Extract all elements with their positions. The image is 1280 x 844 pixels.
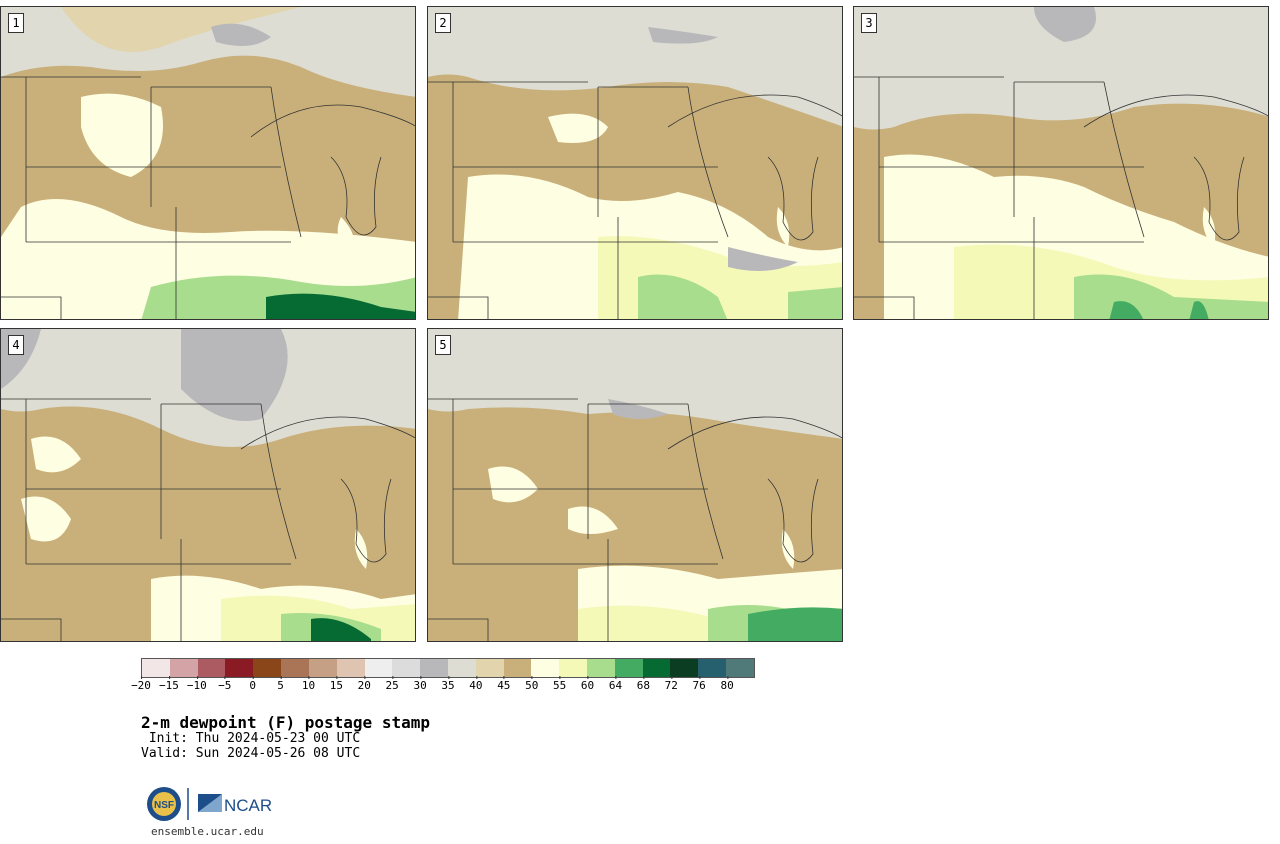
map-field	[428, 7, 842, 319]
member-panel-1: 1	[0, 6, 416, 320]
colorbar-tick-label: 20	[357, 676, 371, 692]
colorbar-segment	[642, 659, 671, 677]
panel-number: 4	[8, 335, 24, 355]
colorbar-segment	[559, 659, 587, 677]
nsf-ncar-logo: NSF NCAR	[146, 786, 276, 822]
colorbar-segment	[142, 659, 170, 677]
map-field	[428, 329, 842, 641]
member-panel-4: 4	[0, 328, 416, 642]
colorbar	[141, 658, 755, 678]
panel-number: 1	[8, 13, 24, 33]
panel-number: 2	[435, 13, 451, 33]
init-time: Init: Thu 2024-05-23 00 UTC	[141, 731, 361, 746]
site-url: ensemble.ucar.edu	[151, 825, 264, 838]
colorbar-segment	[392, 659, 421, 677]
colorbar-tick-label: −15	[158, 676, 179, 692]
colorbar-segment	[336, 659, 365, 677]
colorbar-tick-label: 60	[580, 676, 595, 692]
colorbar-tick-label: 40	[469, 676, 483, 692]
colorbar-segment	[670, 659, 699, 677]
colorbar-segment	[698, 659, 727, 677]
panel-number: 3	[861, 13, 877, 33]
colorbar-tick-label: 25	[385, 676, 399, 692]
colorbar-segment	[308, 659, 337, 677]
colorbar-tick-label: 10	[301, 676, 316, 692]
map-field	[854, 7, 1268, 319]
colorbar-segment	[587, 659, 615, 677]
colorbar-tick-label: 64	[608, 676, 623, 692]
nsf-text: NSF	[154, 800, 174, 811]
colorbar-segment	[364, 659, 393, 677]
colorbar-segment	[447, 659, 476, 677]
colorbar-tick-label: 35	[441, 676, 455, 692]
colorbar-segment	[281, 659, 309, 677]
colorbar-tick-label: 30	[413, 676, 427, 692]
colorbar-segment	[475, 659, 504, 677]
colorbar-tick-label: 80	[720, 676, 734, 692]
member-panel-2: 2	[427, 6, 843, 320]
member-panel-3: 3	[853, 6, 1269, 320]
colorbar-tick-label: 5	[277, 676, 284, 692]
colorbar-segment	[614, 659, 643, 677]
member-panel-5: 5	[427, 328, 843, 642]
colorbar-tick-label: 72	[664, 676, 678, 692]
colorbar-segment	[420, 659, 448, 677]
colorbar-tick-label: −20	[131, 676, 151, 692]
panel-number: 5	[435, 335, 451, 355]
ncar-text: NCAR	[224, 796, 272, 815]
colorbar-tick-label: 76	[692, 676, 706, 692]
colorbar-tick-label: 15	[329, 676, 343, 692]
colorbar-tick-label: 55	[553, 676, 567, 692]
map-field	[1, 329, 415, 641]
chart-title: 2-m dewpoint (F) postage stamp	[141, 713, 430, 732]
colorbar-tick-label: 0	[249, 676, 256, 692]
colorbar-tick-label: 45	[497, 676, 511, 692]
colorbar-segment	[225, 659, 254, 677]
colorbar-tick-label: −5	[218, 676, 232, 692]
colorbar-tick-label: 68	[636, 676, 650, 692]
colorbar-segment	[169, 659, 198, 677]
colorbar-segment	[726, 659, 754, 677]
colorbar-segment	[197, 659, 226, 677]
colorbar-tick-label: −10	[186, 676, 207, 692]
valid-time: Valid: Sun 2024-05-26 08 UTC	[141, 746, 361, 761]
colorbar-segment	[503, 659, 532, 677]
colorbar-tick-label: 50	[525, 676, 539, 692]
colorbar-segment	[531, 659, 560, 677]
colorbar-ticks: −20 −15 −10 −5 0 5 10 15 20 25 30 35 40 45 50 55 60 64 68 7…	[131, 676, 755, 699]
map-field	[1, 7, 415, 319]
colorbar-segment	[253, 659, 282, 677]
logo-graphic: NSF NCAR	[147, 787, 272, 821]
